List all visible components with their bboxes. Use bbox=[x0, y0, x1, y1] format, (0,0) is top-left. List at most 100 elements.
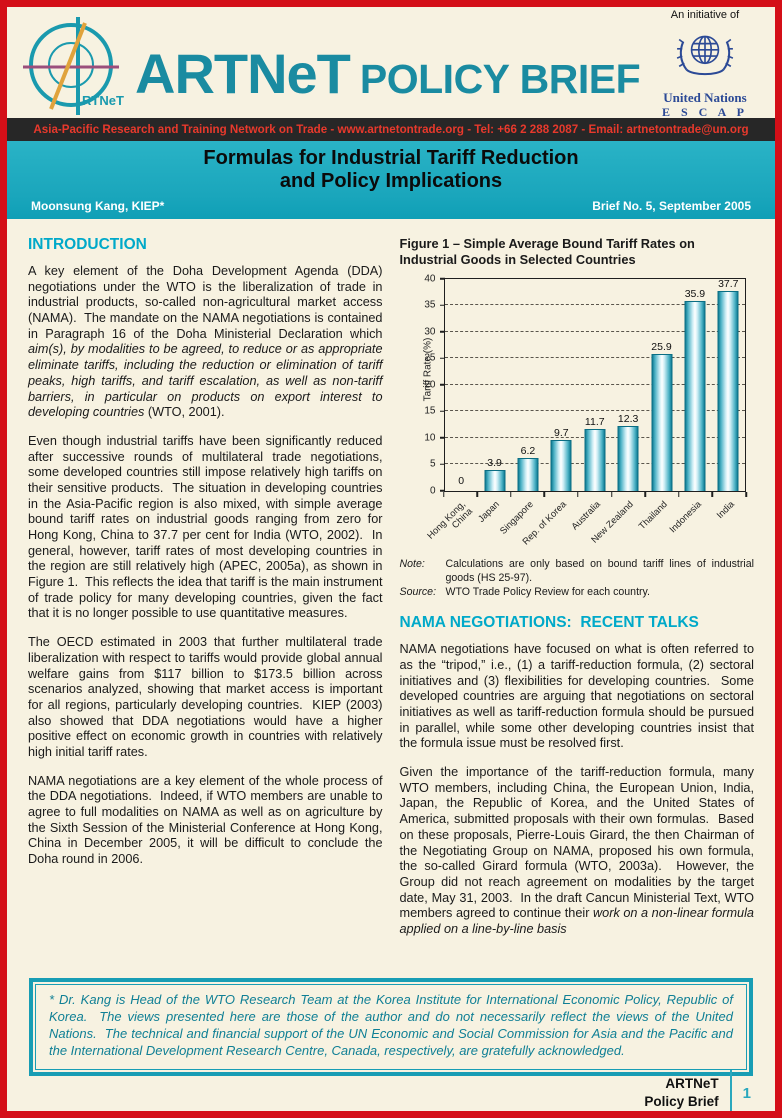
y-tick-mark bbox=[439, 490, 445, 492]
x-tick-mark bbox=[577, 491, 579, 497]
bar-value-label: 35.9 bbox=[684, 287, 706, 300]
chart-x-labels: Hong Kong, China Japan Singapore Rep. of Ko… bbox=[426, 491, 747, 556]
figure-1-bar-chart: Tariff Rate (%) 0 5 10 15 20 25 30 35 40 0 3.9 6.2 9… bbox=[400, 273, 755, 556]
author: Moonsung Kang, KIEP* bbox=[31, 199, 165, 213]
bar-japan bbox=[484, 470, 506, 491]
y-tick-label: 5 bbox=[429, 458, 436, 470]
un-name-label: United Nations bbox=[663, 90, 747, 105]
intro-paragraph-4: NAMA negotiations are a key element of t… bbox=[28, 773, 387, 867]
bar-value-label: 6.2 bbox=[520, 445, 536, 458]
contact-bar-text: Asia-Pacific Research and Training Netwo… bbox=[33, 123, 749, 136]
x-tick-mark bbox=[543, 491, 546, 497]
footer-brand: ARTNeT Policy Brief bbox=[644, 1075, 718, 1110]
y-tick-mark bbox=[439, 278, 445, 280]
document-title: Formulas for Industrial Tariff Reduction… bbox=[7, 147, 775, 193]
x-tick-mark bbox=[509, 491, 512, 497]
paragraph-italic-text: aim(s), by modalities to be agreed, to r… bbox=[28, 342, 387, 420]
x-tick-mark bbox=[442, 491, 445, 497]
contact-bar: Asia-Pacific Research and Training Netwo… bbox=[7, 118, 775, 141]
y-tick-label: 35 bbox=[424, 299, 436, 311]
footer-brand-line2: Policy Brief bbox=[644, 1094, 719, 1109]
footnote-box: * Dr. Kang is Head of the WTO Research T… bbox=[29, 978, 753, 1076]
bar-value-label: 9.7 bbox=[554, 426, 569, 439]
brand-suffix: POLICY BRIEF bbox=[359, 56, 641, 102]
bar-value-label: 25.9 bbox=[651, 340, 672, 353]
footnote-text: * Dr. Kang is Head of the WTO Research T… bbox=[49, 992, 737, 1058]
bar-indonesia bbox=[684, 300, 706, 491]
body-columns: INTRODUCTION A key element of the Doha D… bbox=[7, 219, 775, 951]
intro-paragraph-1: A key element of the Doha Development Ag… bbox=[28, 264, 383, 421]
gridline bbox=[444, 410, 745, 412]
x-tick-mark bbox=[678, 491, 680, 497]
y-tick-label: 10 bbox=[424, 432, 436, 444]
y-tick-mark bbox=[439, 410, 445, 413]
left-column: INTRODUCTION A key element of the Doha D… bbox=[28, 236, 383, 951]
footer-brand-line1: ARTNeT bbox=[665, 1076, 719, 1092]
y-tick-mark bbox=[439, 437, 445, 439]
bar-india bbox=[717, 291, 739, 491]
gridline bbox=[444, 330, 745, 332]
x-tick-mark bbox=[476, 491, 478, 497]
paragraph-text: A key element of the Doha Development Ag… bbox=[28, 264, 387, 341]
paragraph-italic-text: work on a non-linear formula applied on … bbox=[399, 906, 758, 936]
y-tick-mark bbox=[439, 304, 445, 307]
initiative-label: An initiative of bbox=[670, 9, 740, 21]
un-escap-label: E S C A P bbox=[661, 104, 748, 119]
y-tick-mark bbox=[439, 463, 445, 466]
bar-rep-of-korea bbox=[550, 439, 572, 491]
figure-title: Figure 1 – Simple Average Bound Tariff R… bbox=[399, 236, 695, 267]
page-footer: ARTNeT Policy Brief 1 bbox=[644, 1070, 759, 1111]
bar-australia bbox=[584, 428, 606, 491]
un-emblem-icon bbox=[676, 35, 734, 76]
bar-new-zealand bbox=[617, 425, 639, 491]
nama-paragraph-1: NAMA negotiations have focused on what i… bbox=[399, 642, 758, 751]
paragraph-text: Given the importance of the tariff-reduc… bbox=[399, 765, 758, 921]
bar-singapore bbox=[517, 458, 539, 491]
intro-paragraph-2: Even though industrial tariffs have been… bbox=[28, 433, 387, 621]
bar-value-label: 0 bbox=[458, 474, 465, 487]
bar-thailand bbox=[651, 353, 673, 491]
artnet-logo: RTNeT bbox=[23, 17, 124, 115]
un-escap-block: An initiative of bbox=[645, 9, 765, 120]
y-tick-label: 30 bbox=[424, 326, 436, 338]
artnet-logo-text: RTNeT bbox=[82, 93, 124, 108]
chart-plot-area: 0 5 10 15 20 25 30 35 40 0 3.9 6.2 9.7 11.7 12.3 25.9 35… bbox=[424, 273, 746, 496]
brand-name: ARTNeT bbox=[135, 42, 351, 105]
y-tick-mark bbox=[439, 331, 445, 333]
document-title-line1: Formulas for Industrial Tariff Reduction bbox=[203, 147, 579, 169]
x-tick-mark bbox=[644, 491, 646, 497]
brand-wordmark: ARTNeT POLICY BRIEF bbox=[135, 41, 645, 106]
gridline bbox=[444, 304, 745, 306]
note-label: Note: bbox=[399, 557, 425, 570]
source-text: WTO Trade Policy Review for each country… bbox=[445, 585, 651, 598]
nama-paragraph-2: Given the importance of the tariff-reduc… bbox=[400, 765, 755, 938]
header: RTNeT ARTNeT POLICY BRIEF An initiative o… bbox=[7, 7, 775, 120]
bar-value-label: 3.9 bbox=[487, 457, 502, 470]
y-tick-label: 25 bbox=[424, 352, 436, 364]
intro-paragraph-3: The OECD estimated in 2003 that further … bbox=[28, 635, 387, 759]
x-tick-mark bbox=[711, 491, 714, 497]
right-column: Figure 1 – Simple Average Bound Tariff R… bbox=[400, 236, 755, 951]
x-tick-mark bbox=[745, 491, 747, 497]
y-axis-title: Tariff Rate (%) bbox=[422, 337, 433, 402]
y-tick-mark bbox=[439, 357, 445, 360]
bar-value-label: 12.3 bbox=[617, 412, 639, 425]
y-tick-label: 0 bbox=[429, 485, 436, 497]
y-tick-label: 15 bbox=[424, 405, 436, 417]
note-text: Calculations are only based on bound tar… bbox=[445, 557, 757, 584]
gridline bbox=[444, 383, 745, 385]
y-tick-label: 40 bbox=[424, 273, 436, 285]
paragraph-text: (WTO, 2001). bbox=[144, 405, 225, 420]
brief-number: Brief No. 5, September 2005 bbox=[592, 199, 751, 213]
x-tick-mark bbox=[610, 491, 613, 497]
gridline bbox=[444, 357, 745, 359]
bar-value-label: 11.7 bbox=[584, 415, 605, 428]
page-number: 1 bbox=[742, 1084, 751, 1102]
document-title-line2: and Policy Implications bbox=[279, 170, 503, 192]
section-heading-nama: NAMA NEGOTIATIONS: RECENT TALKS bbox=[399, 614, 699, 632]
y-tick-label: 20 bbox=[424, 379, 436, 391]
section-heading-introduction: INTRODUCTION bbox=[28, 236, 147, 253]
source-label: Source: bbox=[399, 585, 437, 598]
bar-value-label: 37.7 bbox=[718, 278, 739, 291]
